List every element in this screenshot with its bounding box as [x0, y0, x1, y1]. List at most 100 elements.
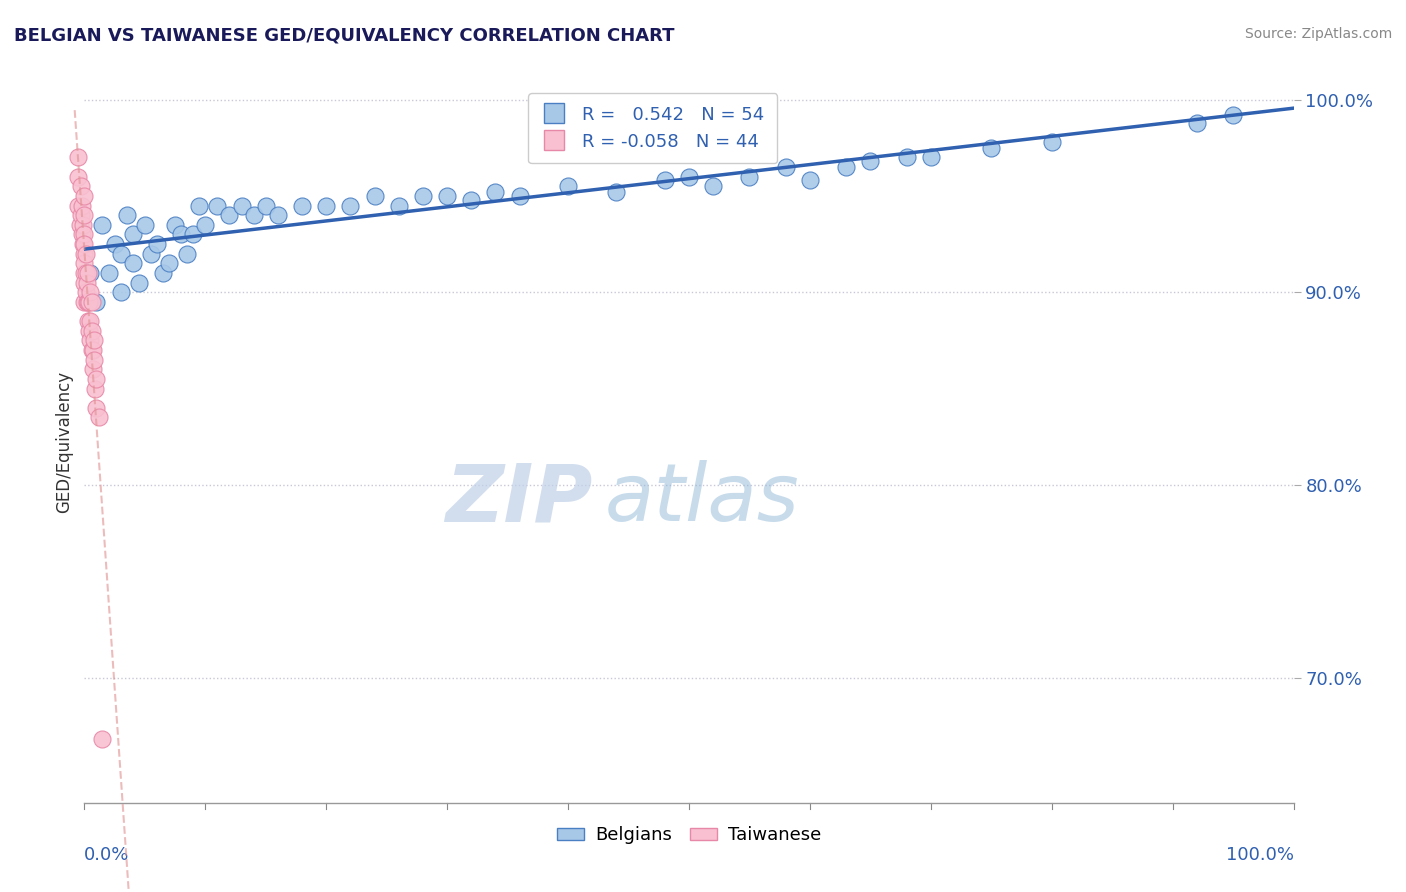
Point	[181, 227, 204, 242]
Point	[176, 246, 198, 260]
Point	[436, 189, 458, 203]
Point	[73, 237, 96, 252]
Point	[70, 198, 93, 212]
Point	[83, 352, 105, 367]
Point	[72, 218, 94, 232]
Point	[188, 198, 211, 212]
Point	[69, 208, 91, 222]
Point	[1185, 116, 1208, 130]
Point	[73, 246, 96, 260]
Point	[72, 237, 94, 252]
Point	[70, 227, 93, 242]
Point	[91, 732, 114, 747]
Point	[73, 266, 96, 280]
Text: atlas: atlas	[605, 460, 799, 539]
Point	[77, 294, 100, 309]
Point	[315, 198, 337, 212]
Point	[1222, 108, 1244, 122]
Point	[702, 179, 724, 194]
Point	[67, 169, 90, 184]
Point	[254, 198, 277, 212]
Point	[1040, 135, 1063, 149]
Text: ZIP: ZIP	[444, 460, 592, 539]
Point	[75, 285, 97, 300]
Point	[82, 362, 104, 376]
Point	[738, 169, 761, 184]
Point	[194, 218, 217, 232]
Point	[484, 185, 506, 199]
Point	[80, 294, 103, 309]
Point	[242, 208, 264, 222]
Point	[896, 150, 918, 164]
Point	[80, 343, 103, 357]
Point	[920, 150, 942, 164]
Point	[557, 179, 579, 194]
Y-axis label: GED/Equivalency: GED/Equivalency	[55, 370, 73, 513]
Point	[67, 198, 90, 212]
Point	[605, 185, 627, 199]
Point	[73, 208, 96, 222]
Point	[835, 160, 858, 174]
Point	[170, 227, 193, 242]
Point	[139, 246, 162, 260]
Point	[128, 276, 150, 290]
Point	[73, 256, 96, 270]
Point	[79, 285, 101, 300]
Point	[80, 324, 103, 338]
Point	[86, 372, 108, 386]
Point	[77, 294, 100, 309]
Point	[77, 266, 100, 280]
Text: 0.0%: 0.0%	[84, 847, 129, 864]
Point	[77, 314, 100, 328]
Point	[980, 141, 1002, 155]
Point	[157, 256, 180, 270]
Point	[460, 193, 482, 207]
Point	[110, 285, 132, 300]
Point	[79, 334, 101, 348]
Point	[83, 334, 105, 348]
Point	[134, 218, 156, 232]
Point	[91, 218, 114, 232]
Point	[69, 179, 91, 194]
Point	[207, 198, 229, 212]
Point	[79, 266, 101, 280]
Point	[115, 208, 138, 222]
Point	[654, 173, 676, 187]
Point	[509, 189, 531, 203]
Point	[76, 276, 98, 290]
Point	[69, 218, 91, 232]
Point	[79, 314, 101, 328]
Text: 100.0%: 100.0%	[1226, 847, 1294, 864]
Point	[77, 324, 100, 338]
Point	[412, 189, 434, 203]
Point	[104, 237, 127, 252]
Point	[82, 343, 104, 357]
Point	[110, 246, 132, 260]
Point	[146, 237, 169, 252]
Text: BELGIAN VS TAIWANESE GED/EQUIVALENCY CORRELATION CHART: BELGIAN VS TAIWANESE GED/EQUIVALENCY COR…	[14, 27, 675, 45]
Point	[152, 266, 174, 280]
Point	[73, 276, 96, 290]
Point	[678, 169, 700, 184]
Point	[73, 189, 96, 203]
Point	[75, 246, 97, 260]
Point	[165, 218, 187, 232]
Point	[859, 154, 882, 169]
Point	[67, 150, 90, 164]
Point	[121, 227, 143, 242]
Point	[84, 382, 107, 396]
Point	[775, 160, 797, 174]
Point	[76, 294, 98, 309]
Legend: Belgians, Taiwanese: Belgians, Taiwanese	[550, 819, 828, 852]
Point	[267, 208, 290, 222]
Point	[388, 198, 411, 212]
Point	[86, 401, 108, 415]
Point	[87, 410, 110, 425]
Point	[73, 294, 96, 309]
Point	[97, 266, 120, 280]
Point	[339, 198, 361, 212]
Point	[73, 227, 96, 242]
Point	[86, 294, 108, 309]
Point	[121, 256, 143, 270]
Point	[799, 173, 821, 187]
